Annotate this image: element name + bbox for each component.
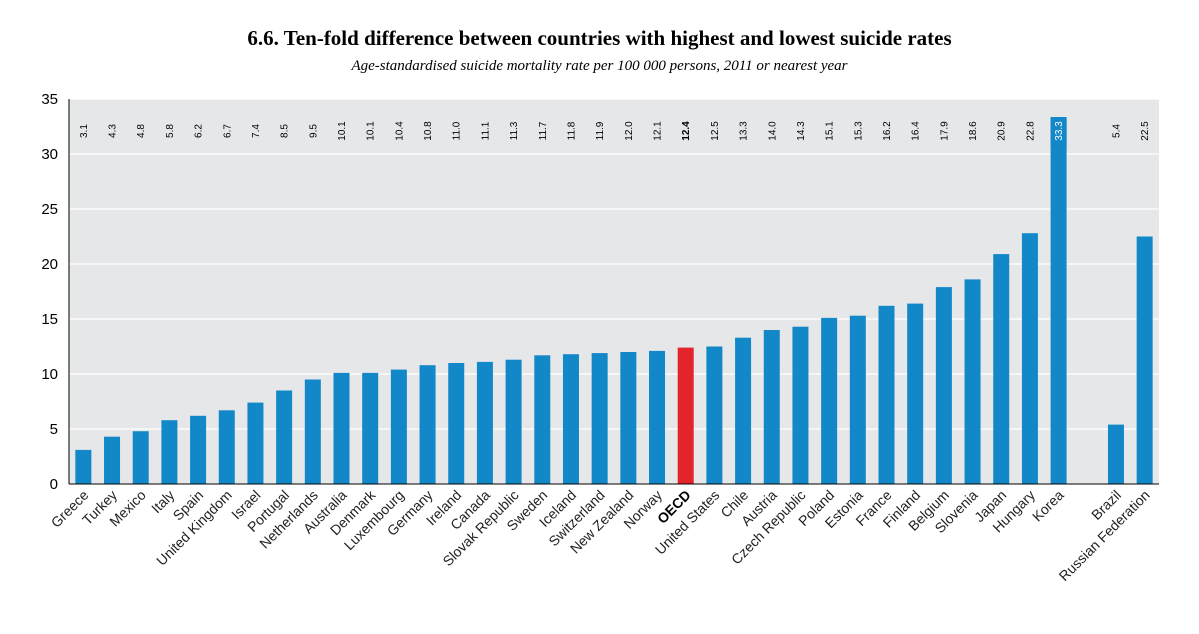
data-label: 14.0 (767, 121, 778, 141)
data-label: 11.1 (480, 121, 491, 140)
bar (706, 346, 723, 484)
bar (1107, 424, 1124, 484)
bar (591, 353, 608, 484)
bar (993, 254, 1010, 484)
data-label: 20.9 (997, 121, 1008, 141)
chart-subtitle: Age-standardised suicide mortality rate … (351, 58, 848, 74)
data-label: 22.8 (1025, 121, 1036, 141)
data-label: 17.9 (939, 121, 950, 141)
bar (304, 379, 321, 484)
bar (849, 315, 866, 484)
bar (448, 363, 465, 484)
data-label: 10.1 (337, 121, 348, 141)
bar (735, 337, 752, 484)
data-label: 11.3 (509, 121, 520, 140)
data-label: 12.0 (624, 121, 635, 141)
bar (1021, 233, 1038, 484)
bar (390, 369, 407, 484)
bar (907, 303, 924, 484)
data-label: 4.8 (136, 124, 147, 138)
bar (505, 359, 522, 484)
bar (1050, 117, 1067, 484)
data-label: 6.2 (194, 124, 205, 138)
bar (562, 354, 579, 484)
bar (935, 287, 952, 484)
data-label: 5.8 (165, 124, 176, 138)
bar (534, 355, 551, 484)
y-tick-label: 25 (41, 201, 58, 218)
bar (247, 402, 264, 484)
data-label: 10.8 (423, 121, 434, 141)
bar (792, 326, 809, 484)
data-label: 22.5 (1140, 121, 1151, 141)
bar (276, 390, 293, 484)
data-label: 8.5 (280, 124, 291, 138)
data-label: 10.1 (366, 121, 377, 141)
data-label: 14.3 (796, 121, 807, 141)
bar (476, 361, 493, 484)
y-tick-label: 0 (50, 476, 58, 493)
y-tick-label: 15 (41, 311, 58, 328)
chart-title: 6.6. Ten-fold difference between countri… (247, 26, 952, 50)
bar (218, 410, 235, 484)
data-label: 11.7 (538, 121, 549, 140)
bar (620, 352, 637, 484)
data-label: 15.3 (853, 121, 864, 141)
data-label: 33.3 (1054, 121, 1065, 141)
y-tick-label: 10 (41, 366, 58, 383)
bar (1136, 236, 1153, 484)
y-tick-label: 30 (41, 146, 58, 163)
x-tick-label: Korea (1029, 487, 1067, 525)
data-label: 13.3 (739, 121, 750, 141)
bar (75, 449, 92, 484)
bar (763, 330, 780, 484)
data-label: 11.0 (452, 121, 463, 140)
data-label: 16.4 (911, 121, 922, 141)
bar (190, 415, 207, 484)
bar (104, 436, 121, 484)
data-label: 3.1 (79, 124, 90, 138)
data-label: 11.9 (595, 121, 606, 140)
data-label: 9.5 (308, 124, 319, 138)
y-tick-label: 5 (50, 421, 58, 438)
data-label: 4.3 (108, 124, 119, 138)
data-label: 15.1 (825, 121, 836, 141)
bar (419, 365, 436, 484)
bar (821, 317, 838, 484)
bar (333, 372, 350, 484)
data-label: 7.4 (251, 124, 262, 138)
data-label: 6.7 (222, 124, 233, 138)
data-label: 12.4 (681, 121, 692, 141)
data-label: 5.4 (1111, 124, 1122, 138)
bar (649, 350, 666, 484)
bar (677, 347, 694, 484)
data-label: 12.5 (710, 121, 721, 141)
data-label: 18.6 (968, 121, 979, 141)
data-label: 16.2 (882, 121, 893, 141)
bar (964, 279, 981, 484)
y-tick-label: 35 (41, 91, 58, 108)
bar (878, 305, 895, 484)
data-label: 12.1 (653, 121, 664, 141)
bar (362, 372, 379, 484)
data-label: 11.8 (566, 121, 577, 140)
y-tick-label: 20 (41, 256, 58, 273)
bar (161, 420, 178, 484)
data-label: 10.4 (394, 121, 405, 141)
bar (132, 431, 149, 484)
data-label-bg (1050, 117, 1067, 147)
